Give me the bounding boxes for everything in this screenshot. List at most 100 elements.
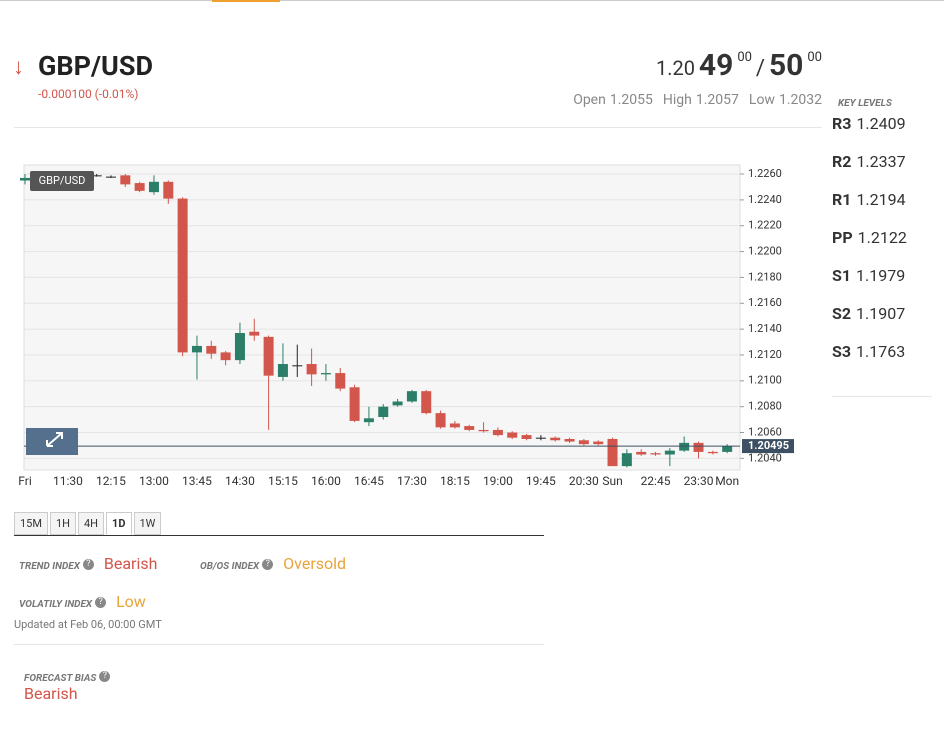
stat-value: 1.2057 xyxy=(695,92,739,108)
candle-body xyxy=(693,442,704,452)
down-arrow: ↓ xyxy=(13,55,24,80)
y-tick-label: 1.2240 xyxy=(748,193,782,206)
x-tick-label: Mon xyxy=(715,474,739,488)
x-tick-label: 15:15 xyxy=(268,474,298,488)
forecast-bias: FORECAST BIAS? xyxy=(24,666,111,685)
candle-body xyxy=(320,373,331,375)
updated: Updated at Feb 06, 00:00 GMT xyxy=(14,618,162,631)
value: Bearish xyxy=(103,554,158,573)
timeframe-button[interactable]: 15M xyxy=(14,512,48,535)
level-name: S2 xyxy=(832,304,852,323)
label: FORECAST BIAS xyxy=(24,673,97,684)
divider xyxy=(14,644,544,645)
candle-body xyxy=(148,181,159,193)
x-tick-label: 13:45 xyxy=(182,474,212,488)
candle-body xyxy=(406,391,417,402)
price-pips: 50 xyxy=(768,48,804,83)
level-value: 1.1979 xyxy=(856,266,906,285)
candle-body xyxy=(277,364,288,377)
stat-label: High xyxy=(662,92,692,108)
candle-body xyxy=(664,450,675,455)
candle-body xyxy=(535,437,546,439)
x-tick-label: Fri xyxy=(18,474,32,488)
candle-body xyxy=(220,352,231,361)
level-name: S3 xyxy=(832,342,852,361)
key-level: S2 1.1907 xyxy=(832,304,905,323)
forecast-value: Bearish xyxy=(24,684,78,703)
level-name: R1 xyxy=(832,190,852,209)
candle-body xyxy=(578,440,589,445)
divider xyxy=(832,396,932,397)
candle-body xyxy=(449,423,460,428)
x-tick-label: 19:00 xyxy=(483,474,513,488)
candle-body xyxy=(507,432,518,438)
key-level: R2 1.2337 xyxy=(832,152,906,171)
y-tick-label: 1.2060 xyxy=(748,425,782,438)
key-level: S1 1.1979 xyxy=(832,266,905,285)
key-level: PP 1.2122 xyxy=(832,228,907,247)
candle-body xyxy=(521,435,532,439)
level-name: R3 xyxy=(832,114,852,133)
x-tick-label: 12:15 xyxy=(96,474,126,488)
x-tick-label: 14:30 xyxy=(225,474,255,488)
x-tick-label: 20:30 xyxy=(569,474,599,488)
candle-body xyxy=(650,453,661,455)
level-value: 1.2194 xyxy=(856,190,906,209)
candle-body xyxy=(722,446,733,452)
price-pips: 49 xyxy=(698,48,734,83)
x-tick-label: 11:30 xyxy=(53,474,83,488)
timeframe-button[interactable]: 1W xyxy=(133,512,162,535)
level-value: 1.1907 xyxy=(856,304,906,323)
price-big: 1.20 xyxy=(655,56,695,80)
y-tick-label: 1.2180 xyxy=(748,270,782,283)
candle-body xyxy=(607,438,618,467)
stat-label: Low xyxy=(748,92,775,108)
label: OB/OS INDEX xyxy=(200,561,260,572)
tab-indicator xyxy=(212,0,280,2)
y-tick-label: 1.2260 xyxy=(748,167,782,180)
value: Oversold xyxy=(283,554,347,573)
stat-value: 1.2032 xyxy=(778,92,822,108)
trend-index: TREND INDEX? Bearish xyxy=(19,554,158,573)
price-sep: / xyxy=(755,56,765,81)
candle-body xyxy=(363,418,374,423)
x-tick-label: 23:30 xyxy=(684,474,714,488)
candle-body xyxy=(163,181,174,199)
x-tick-label: 13:00 xyxy=(139,474,169,488)
candle-body xyxy=(249,331,260,336)
y-tick-label: 1.2100 xyxy=(748,374,782,387)
candle-body xyxy=(292,365,303,367)
level-name: PP xyxy=(832,228,853,247)
level-value: 1.2122 xyxy=(857,228,907,247)
obos-index: OB/OS INDEX? Oversold xyxy=(200,554,347,573)
plot-area xyxy=(23,164,741,471)
timeframe-button[interactable]: 4H xyxy=(78,512,105,535)
last-price-label: 1.20495 xyxy=(748,439,789,452)
y-tick-label: 1.2120 xyxy=(748,348,782,361)
timeframes: 15M 1H 4H 1D 1W xyxy=(14,512,163,535)
candle-body xyxy=(335,373,346,389)
top-border xyxy=(0,0,944,1)
candle-body xyxy=(191,345,202,353)
candle-body xyxy=(134,183,145,191)
price: 1.20 49 00 / 50 00 xyxy=(656,48,822,83)
divider xyxy=(14,127,822,128)
y-tick-label: 1.2080 xyxy=(748,400,782,413)
candle-body xyxy=(679,442,690,451)
x-tick-label: 19:45 xyxy=(526,474,556,488)
last-price-tag xyxy=(742,439,794,454)
x-tick-label: 16:45 xyxy=(354,474,384,488)
timeframe-button[interactable]: 1H xyxy=(49,512,76,535)
level-value: 1.2337 xyxy=(856,152,906,171)
stat-value: 1.2055 xyxy=(609,92,653,108)
candle-body xyxy=(550,437,561,441)
timeframe-button[interactable]: 1D xyxy=(106,512,132,535)
y-tick-label: 1.2200 xyxy=(748,244,782,257)
candle-body xyxy=(435,413,446,428)
candle-body xyxy=(564,438,575,442)
candle-body xyxy=(378,406,389,418)
level-name: R2 xyxy=(832,152,852,171)
candle-body xyxy=(492,429,503,436)
candle-body xyxy=(478,429,489,432)
